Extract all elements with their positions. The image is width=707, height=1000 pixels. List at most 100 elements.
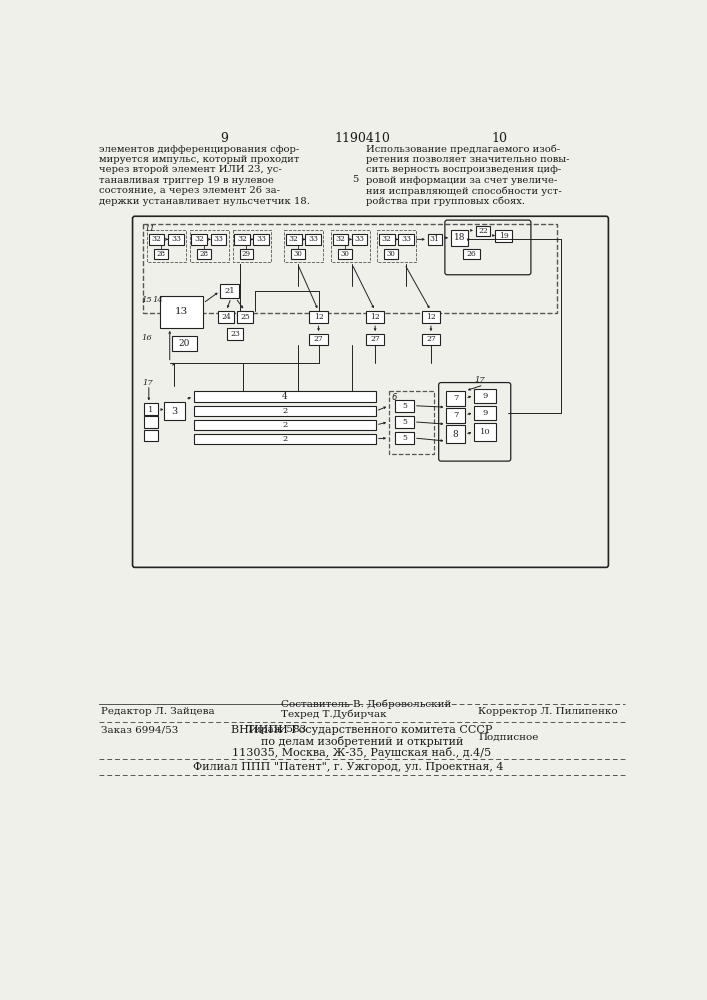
Text: Техред Т.Дубирчак: Техред Т.Дубирчак [281,710,386,719]
Bar [332,234,348,245]
Text: сить верность воспроизведения циф-: сить верность воспроизведения циф- [366,165,561,174]
Text: 12: 12 [370,313,380,321]
Bar [144,430,158,441]
Text: 3: 3 [171,407,177,416]
Bar [366,334,385,345]
Text: 20: 20 [179,339,190,348]
Bar [309,334,328,345]
Bar [474,406,496,420]
Bar [366,311,385,323]
Text: 14: 14 [153,296,163,304]
Bar [227,328,243,340]
Text: 26: 26 [467,250,476,258]
Text: 32: 32 [382,235,392,243]
Bar [462,249,480,259]
Bar [476,226,490,236]
Bar [143,224,557,312]
Text: 4: 4 [282,392,288,401]
Text: 32: 32 [151,235,161,243]
Text: 33: 33 [214,235,223,243]
Bar [474,423,496,441]
Text: 2: 2 [282,407,288,415]
Bar [495,230,513,242]
Bar [190,230,228,262]
Text: 33: 33 [171,235,181,243]
Text: 15: 15 [141,296,152,304]
Text: 9: 9 [482,409,488,417]
Bar [474,389,496,403]
Text: 12: 12 [426,313,436,321]
Text: 1190410: 1190410 [334,132,390,145]
Bar [451,230,468,246]
Text: держки устанавливает нульсчетчик 18.: держки устанавливает нульсчетчик 18. [99,197,310,206]
Bar [168,234,184,245]
Text: Филиал ППП "Патент", г. Ужгород, ул. Проектная, 4: Филиал ППП "Патент", г. Ужгород, ул. Про… [193,762,503,772]
Text: 17: 17 [474,376,485,384]
Bar [446,391,465,406]
Text: 2: 2 [282,421,288,429]
Text: Использование предлагаемого изоб-: Использование предлагаемого изоб- [366,145,560,154]
Text: 23: 23 [230,330,240,338]
Text: 5: 5 [402,402,407,410]
Bar [220,284,239,298]
Bar [385,249,398,259]
Text: 2: 2 [282,435,288,443]
Text: 5: 5 [352,175,358,184]
Text: Составитель В. Добровольский: Составитель В. Добровольский [281,699,451,709]
Text: ния исправляющей способности уст-: ния исправляющей способности уст- [366,186,561,196]
Bar [192,234,207,245]
Bar [284,230,323,262]
Text: 29: 29 [242,250,251,258]
Text: ретения позволяет значительно повы-: ретения позволяет значительно повы- [366,155,569,164]
Bar [428,234,442,245]
Text: мируется импульс, который проходит: мируется импульс, который проходит [99,155,300,164]
Text: 32: 32 [335,235,345,243]
Text: 7: 7 [453,394,458,402]
Text: 30: 30 [294,250,303,258]
Text: 1: 1 [148,406,154,414]
Text: 7: 7 [453,411,458,419]
Bar [253,234,269,245]
Text: 25: 25 [240,313,250,321]
Bar [160,296,203,328]
Text: 33: 33 [308,235,318,243]
Text: 32: 32 [237,235,247,243]
Text: 27: 27 [314,335,323,343]
Text: 113035, Москва, Ж-35, Раушская наб., д.4/5: 113035, Москва, Ж-35, Раушская наб., д.4… [233,747,491,758]
Bar [446,425,465,443]
Text: 32: 32 [289,235,298,243]
Bar [240,249,253,259]
Text: 27: 27 [426,335,436,343]
Text: 32: 32 [194,235,204,243]
Text: 27: 27 [370,335,380,343]
Text: ройства при групповых сбоях.: ройства при групповых сбоях. [366,197,525,206]
Text: 13: 13 [175,307,188,316]
Text: 5: 5 [402,434,407,442]
Text: 30: 30 [341,250,349,258]
Bar [352,234,368,245]
Bar [446,408,465,423]
Text: 8: 8 [453,430,459,439]
Bar [172,336,197,351]
Text: 30: 30 [387,250,396,258]
Text: 5: 5 [402,418,407,426]
Bar [395,400,414,412]
Bar [163,402,185,420]
Text: 6: 6 [392,393,397,402]
Text: 9: 9 [220,132,228,145]
Text: состояние, а через элемент 26 за-: состояние, а через элемент 26 за- [99,186,280,195]
Bar [305,234,321,245]
Bar [211,234,226,245]
Bar [395,432,414,444]
Bar [331,230,370,262]
Bar [194,434,376,444]
Text: 9: 9 [482,392,488,400]
Text: Подписное: Подписное [478,733,539,742]
Text: 24: 24 [221,313,230,321]
Text: 33: 33 [256,235,267,243]
Text: Заказ 6994/53: Заказ 6994/53 [101,725,178,734]
Text: 16: 16 [141,334,152,342]
Text: 33: 33 [401,235,411,243]
Text: через второй элемент ИЛИ 23, ус-: через второй элемент ИЛИ 23, ус- [99,165,282,174]
Text: 28: 28 [157,250,165,258]
